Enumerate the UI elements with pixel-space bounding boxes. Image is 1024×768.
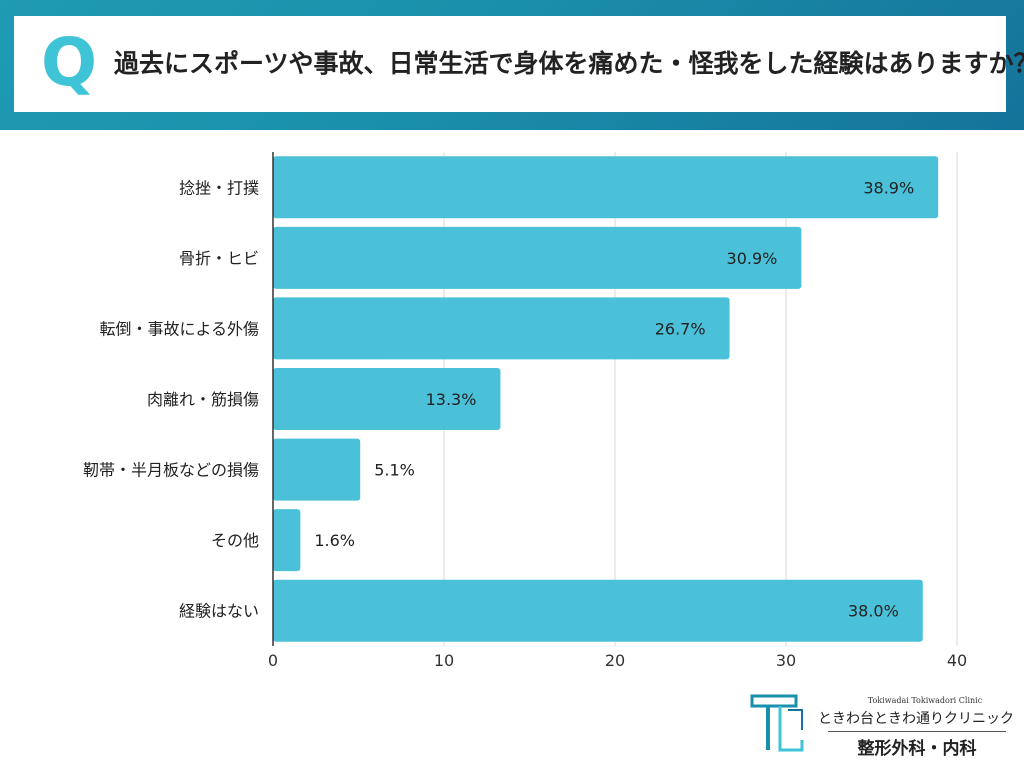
- question-text: 過去にスポーツや事故、日常生活で身体を痛めた・怪我をした経験はありますか？: [114, 49, 1024, 78]
- clinic-department: 整形外科・内科: [857, 739, 977, 759]
- bar: [273, 368, 501, 430]
- category-label: 捻挫・打撲: [179, 178, 259, 197]
- bar: [273, 509, 301, 572]
- clinic-logo: Tokiwadai Tokiwadori Clinic ときわ台ときわ通りクリニ…: [748, 690, 1018, 760]
- x-tick-label: 0: [268, 651, 278, 670]
- x-tick-label: 30: [776, 651, 796, 670]
- bar: [273, 156, 939, 219]
- category-label: 肉離れ・筋損傷: [147, 390, 259, 409]
- x-tick-label: 20: [605, 651, 625, 670]
- bar: [273, 579, 923, 642]
- logo-divider: [828, 731, 1006, 732]
- data-label: 38.9%: [863, 178, 914, 197]
- category-label: 骨折・ヒビ: [179, 249, 259, 268]
- category-label: 靭帯・半月板などの損傷: [83, 461, 259, 480]
- bar: [273, 226, 802, 289]
- category-label: その他: [211, 531, 259, 550]
- x-tick-label: 40: [947, 651, 967, 670]
- data-label: 5.1%: [374, 461, 415, 480]
- data-label: 13.3%: [426, 390, 477, 409]
- clinic-subtitle: Tokiwadai Tokiwadori Clinic: [867, 696, 983, 705]
- data-label: 1.6%: [314, 531, 355, 550]
- clinic-name: ときわ台ときわ通りクリニック: [818, 711, 1014, 727]
- data-label: 26.7%: [655, 319, 706, 338]
- data-label: 38.0%: [848, 602, 899, 621]
- data-label: 30.9%: [727, 249, 778, 268]
- x-tick-label: 10: [434, 651, 454, 670]
- question-card: Q 過去にスポーツや事故、日常生活で身体を痛めた・怪我をした経験はありますか？: [14, 16, 1024, 112]
- bar: [273, 297, 730, 360]
- category-label: 経験はない: [179, 602, 259, 621]
- bar: [273, 438, 361, 501]
- q-mark: Q: [40, 24, 98, 101]
- bar-chart: 0 10 20 30 40 捻挫・打撲 38.9% 骨折・ヒビ 30.9% 転倒・事故による外傷 2…: [83, 152, 967, 670]
- category-label: 転倒・事故による外傷: [99, 319, 259, 338]
- clinic-logo-icon: [750, 694, 804, 752]
